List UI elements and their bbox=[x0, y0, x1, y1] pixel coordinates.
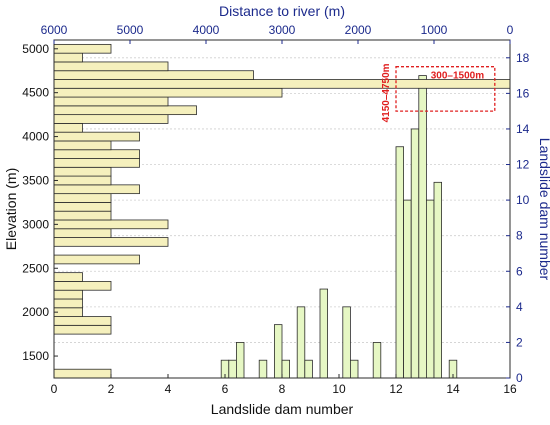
elevation-bar bbox=[53, 324, 112, 335]
elevation-bar bbox=[53, 70, 254, 80]
distance-bar bbox=[418, 75, 427, 379]
x-axis-label-top: Distance to river (m) bbox=[219, 3, 345, 19]
elevation-bar bbox=[53, 237, 169, 247]
elevation-bar bbox=[53, 96, 169, 107]
elevation-bar bbox=[53, 131, 140, 142]
elevation-bar bbox=[53, 254, 140, 265]
bottom-tick-label: 4 bbox=[165, 382, 172, 396]
distance-bar bbox=[319, 288, 328, 379]
distance-bar bbox=[410, 128, 420, 379]
elevation-bar bbox=[53, 123, 83, 133]
elevation-bar bbox=[53, 210, 112, 221]
right-tick-label: 12 bbox=[516, 158, 530, 172]
annotation-distance-range: 300–1500m bbox=[431, 71, 484, 82]
elevation-bar bbox=[53, 298, 83, 309]
right-tick-label: 2 bbox=[516, 335, 523, 349]
elevation-bar bbox=[53, 175, 112, 186]
bottom-tick-label: 14 bbox=[446, 382, 460, 396]
y-axis-label-right: Landslide dam number bbox=[537, 138, 550, 281]
distance-bar bbox=[296, 306, 306, 379]
right-tick-label: 6 bbox=[516, 264, 523, 278]
elevation-bar bbox=[53, 52, 83, 63]
elevation-bar bbox=[53, 105, 197, 116]
elevation-bar bbox=[53, 87, 283, 98]
left-tick-label: 5000 bbox=[22, 42, 49, 56]
distance-bar bbox=[228, 359, 237, 379]
top-axis: 6000 5000 4000 3000 2000 1000 0 bbox=[41, 23, 514, 44]
left-tick-label: 3500 bbox=[22, 173, 49, 187]
elevation-bar bbox=[53, 368, 112, 379]
right-tick-label: 0 bbox=[516, 371, 523, 385]
elevation-bar bbox=[53, 158, 140, 168]
bottom-tick-label: 12 bbox=[389, 382, 403, 396]
right-axis: 0 2 4 6 8 10 12 14 16 18 bbox=[506, 51, 530, 385]
top-tick-label: 0 bbox=[507, 23, 514, 37]
distance-bar bbox=[349, 359, 359, 379]
elevation-bar bbox=[53, 316, 112, 326]
distance-bar bbox=[281, 359, 290, 379]
right-tick-label: 16 bbox=[516, 86, 530, 100]
elevation-bar bbox=[53, 43, 112, 54]
top-tick-label: 1000 bbox=[421, 23, 448, 37]
annotation-elevation-range: 4150–4750m bbox=[381, 63, 392, 122]
bottom-tick-label: 2 bbox=[108, 382, 115, 396]
distance-bar bbox=[395, 146, 404, 379]
bottom-tick-label: 6 bbox=[222, 382, 229, 396]
left-tick-label: 2500 bbox=[22, 261, 49, 275]
left-tick-label: 2000 bbox=[22, 305, 49, 319]
y-axis-label-left: Elevation (m) bbox=[3, 168, 19, 250]
elevation-bar bbox=[53, 219, 169, 230]
left-tick-label: 1500 bbox=[22, 349, 49, 363]
right-tick-label: 10 bbox=[516, 193, 530, 207]
distance-bar bbox=[304, 359, 313, 379]
distance-bar bbox=[273, 324, 283, 379]
top-tick-label: 5000 bbox=[117, 23, 144, 37]
elevation-bar bbox=[53, 149, 140, 159]
elevation-bar bbox=[53, 193, 112, 203]
top-tick-label: 3000 bbox=[269, 23, 296, 37]
elevation-bar bbox=[53, 272, 83, 282]
distance-bars bbox=[220, 75, 458, 379]
left-tick-label: 4000 bbox=[22, 130, 49, 144]
elevation-bar bbox=[53, 114, 169, 124]
left-tick-label: 4500 bbox=[22, 86, 49, 100]
distance-bar bbox=[425, 199, 435, 379]
elevation-bars bbox=[53, 43, 511, 379]
bottom-tick-label: 8 bbox=[279, 382, 286, 396]
distance-bar bbox=[258, 359, 268, 379]
elevation-bar bbox=[53, 184, 140, 195]
left-tick-label: 3000 bbox=[22, 217, 49, 231]
elevation-bar bbox=[53, 202, 112, 212]
top-tick-label: 4000 bbox=[193, 23, 220, 37]
right-tick-label: 14 bbox=[516, 122, 530, 136]
top-tick-label: 6000 bbox=[41, 23, 68, 37]
elevation-bar bbox=[53, 307, 83, 317]
bottom-axis: 0 2 4 6 8 10 12 14 16 bbox=[51, 374, 517, 396]
right-tick-label: 18 bbox=[516, 51, 530, 65]
distance-bar bbox=[433, 181, 442, 379]
elevation-bar bbox=[53, 281, 112, 291]
elevation-bar bbox=[53, 166, 112, 177]
distance-bar bbox=[403, 199, 412, 379]
bottom-tick-label: 10 bbox=[332, 382, 346, 396]
elevation-bar bbox=[53, 61, 169, 72]
distance-bar bbox=[235, 342, 245, 379]
distance-bar bbox=[372, 342, 382, 379]
right-tick-label: 4 bbox=[516, 300, 523, 314]
highlight-box bbox=[395, 66, 496, 112]
bottom-tick-label: 16 bbox=[503, 382, 517, 396]
distance-bar bbox=[342, 306, 351, 379]
elevation-bar bbox=[53, 140, 112, 151]
right-tick-label: 8 bbox=[516, 229, 523, 243]
x-axis-label-bottom: Landslide dam number bbox=[211, 401, 354, 417]
elevation-bar bbox=[53, 289, 83, 300]
bottom-tick-label: 0 bbox=[51, 382, 58, 396]
elevation-bar bbox=[53, 228, 112, 238]
left-axis: 1500 2000 2500 3000 3500 4000 4500 5000 bbox=[22, 42, 58, 363]
top-tick-label: 2000 bbox=[345, 23, 372, 37]
